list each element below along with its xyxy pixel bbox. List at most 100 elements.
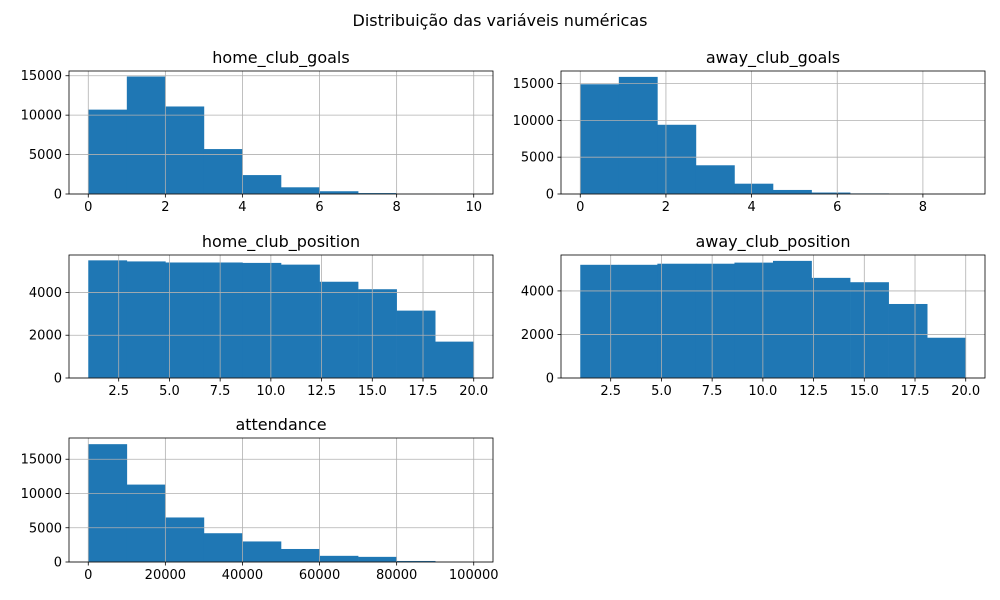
histogram-bar (319, 191, 359, 194)
y-tick-label: 5000 (29, 521, 62, 536)
x-tick-label: 80000 (376, 568, 417, 583)
x-tick-label: 40000 (222, 568, 263, 583)
histogram-bar (242, 175, 282, 194)
x-tick-label: 20.0 (459, 384, 488, 399)
histogram-bar (203, 533, 243, 562)
histogram-bar (618, 76, 658, 194)
histogram-bar (281, 264, 320, 378)
histogram-bar (927, 337, 967, 378)
x-tick-label: 15.0 (358, 384, 387, 399)
histogram-bar (319, 555, 359, 562)
histogram-bar (126, 484, 166, 562)
axes-frame (68, 70, 494, 195)
figure-title: Distribuição das variáveis numéricas (353, 11, 648, 30)
panel-title: home_club_position (202, 232, 360, 252)
histogram-bar (695, 263, 735, 378)
x-tick-label: 2 (161, 200, 169, 215)
x-tick-label: 100000 (449, 568, 499, 583)
histogram-away-club-goals: away_club_goals 0 2 4 6 8 0 5000 10000 15000 (513, 48, 986, 215)
y-tick-label: 0 (54, 372, 62, 387)
histogram-bar (888, 303, 928, 378)
y-tick-label: 10000 (21, 109, 62, 124)
histogram-bar (358, 289, 397, 378)
histogram-bar (203, 149, 243, 194)
histogram-bar (165, 106, 205, 194)
x-tick-label: 17.5 (901, 384, 930, 399)
x-tick-label: 20000 (145, 568, 186, 583)
histogram-bar (396, 560, 436, 562)
histogram-bar (657, 124, 697, 194)
y-tick-label: 5000 (521, 151, 554, 166)
x-tick-label: 17.5 (409, 384, 438, 399)
histogram-bar (358, 556, 397, 562)
histogram-bar (88, 444, 128, 562)
x-tick-label: 2 (662, 200, 670, 215)
y-tick-label: 15000 (21, 69, 62, 84)
histogram-away-club-position: away_club_position 2.5 5.0 7.5 10.0 12.5 15.0… (521, 232, 986, 399)
x-tick-label: 7.5 (210, 384, 231, 399)
panel-title: away_club_goals (706, 48, 840, 68)
y-tick-label: 0 (546, 372, 554, 387)
y-tick-label: 10000 (21, 487, 62, 502)
x-tick-label: 6 (315, 200, 323, 215)
histogram-bar (435, 341, 475, 378)
x-tick-label: 10.0 (748, 384, 777, 399)
panel-title: attendance (235, 415, 326, 434)
histogram-attendance: attendance 0 20000 40000 60000 80000 100000 0 5… (21, 415, 499, 583)
histogram-bar (580, 264, 620, 378)
histogram-bar (618, 264, 658, 378)
axes-frame (560, 70, 986, 195)
histogram-bar (88, 260, 128, 378)
y-tick-label: 0 (54, 188, 62, 203)
x-tick-label: 60000 (299, 568, 340, 583)
histogram-bar (773, 189, 812, 194)
histogram-bar (734, 183, 774, 194)
x-tick-label: 15.0 (850, 384, 879, 399)
histogram-bar (126, 76, 166, 194)
y-tick-label: 2000 (29, 329, 62, 344)
x-tick-label: 5.0 (159, 384, 180, 399)
histogram-bar (242, 262, 282, 378)
x-tick-label: 0 (576, 200, 584, 215)
x-tick-label: 8 (392, 200, 400, 215)
x-tick-label: 6 (833, 200, 841, 215)
y-tick-label: 15000 (513, 77, 554, 92)
y-tick-label: 2000 (521, 328, 554, 343)
histogram-bar (242, 541, 282, 562)
x-tick-label: 4 (238, 200, 246, 215)
histogram-bar (396, 310, 436, 378)
x-tick-label: 12.5 (307, 384, 336, 399)
histogram-home-club-position: home_club_position 2.5 5.0 7.5 10.0 12.5 15.0… (29, 232, 494, 399)
x-tick-label: 0 (84, 568, 92, 583)
histogram-bar (281, 187, 320, 194)
x-tick-label: 0 (84, 200, 92, 215)
y-tick-label: 4000 (29, 286, 62, 301)
y-tick-label: 0 (54, 556, 62, 571)
axes-frame (68, 254, 494, 379)
histogram-bar (126, 261, 166, 378)
histogram-bar (358, 193, 397, 194)
histogram-bar (695, 165, 735, 194)
histogram-home-club-goals: home_club_goals 0 2 4 6 8 10 0 5000 10000 15000 (21, 48, 494, 215)
histogram-bar (165, 262, 205, 378)
histogram-bar (88, 109, 128, 194)
x-tick-label: 2.5 (600, 384, 621, 399)
histogram-bar (281, 548, 320, 562)
histogram-bar (319, 281, 359, 378)
y-tick-label: 0 (546, 188, 554, 203)
panel-title: home_club_goals (212, 48, 349, 68)
axes-frame (68, 437, 494, 563)
histogram-bar (657, 263, 697, 378)
histogram-bar (734, 262, 774, 378)
histogram-bar (811, 277, 851, 378)
y-tick-label: 15000 (21, 453, 62, 468)
x-tick-label: 10.0 (256, 384, 285, 399)
panel-title: away_club_position (695, 232, 850, 252)
x-tick-label: 7.5 (702, 384, 723, 399)
axes-frame (560, 254, 986, 379)
histogram-bar (203, 262, 243, 378)
y-tick-label: 5000 (29, 148, 62, 163)
histogram-bar (165, 517, 205, 562)
histogram-bar (580, 84, 620, 194)
